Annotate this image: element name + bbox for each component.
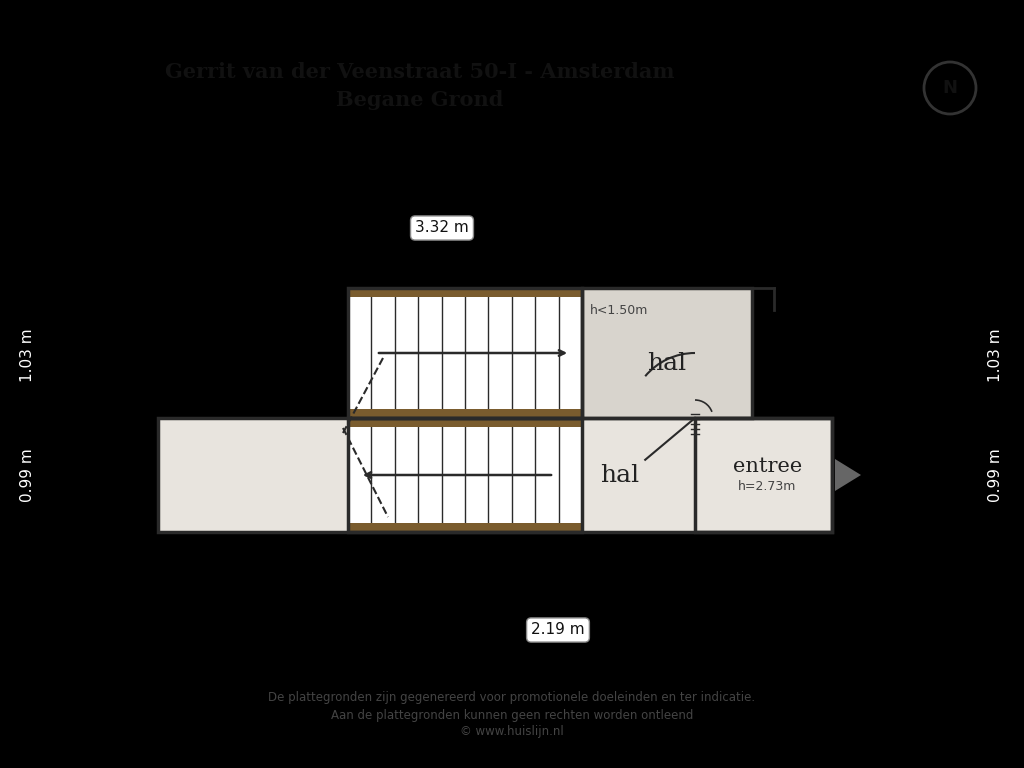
Text: 1.03 m: 1.03 m xyxy=(988,328,1004,382)
Text: 1.03 m: 1.03 m xyxy=(20,328,36,382)
Text: entree: entree xyxy=(733,458,802,476)
Text: hal: hal xyxy=(647,352,686,375)
Bar xyxy=(348,409,582,418)
Polygon shape xyxy=(835,459,861,491)
Bar xyxy=(348,418,582,427)
Text: 0.99 m: 0.99 m xyxy=(20,448,36,502)
Text: hal: hal xyxy=(600,464,640,486)
Bar xyxy=(582,288,752,418)
Bar xyxy=(158,418,831,532)
Text: h=2.73m: h=2.73m xyxy=(738,481,797,494)
Text: 2.19 m: 2.19 m xyxy=(531,623,585,637)
Text: De plattegronden zijn gegenereerd voor promotionele doeleinden en ter indicatie.: De plattegronden zijn gegenereerd voor p… xyxy=(268,691,756,704)
Bar xyxy=(582,288,752,418)
Text: © www.huislijn.nl: © www.huislijn.nl xyxy=(460,726,564,739)
Bar xyxy=(348,418,582,532)
Text: 0.99 m: 0.99 m xyxy=(988,448,1004,502)
Bar xyxy=(348,288,582,418)
Bar xyxy=(348,288,582,418)
Bar xyxy=(348,288,582,297)
Text: N: N xyxy=(942,79,957,97)
Bar xyxy=(348,523,582,532)
Text: Aan de plattegronden kunnen geen rechten worden ontleend: Aan de plattegronden kunnen geen rechten… xyxy=(331,709,693,721)
Text: 3.32 m: 3.32 m xyxy=(415,220,469,236)
Text: Begane Grond: Begane Grond xyxy=(336,90,504,110)
Bar xyxy=(695,418,831,532)
Bar xyxy=(348,418,582,532)
Text: h<1.50m: h<1.50m xyxy=(590,304,648,317)
Text: Gerrit van der Veenstraat 50-I - Amsterdam: Gerrit van der Veenstraat 50-I - Amsterd… xyxy=(165,62,675,82)
Bar xyxy=(695,418,831,532)
Bar xyxy=(158,418,831,532)
